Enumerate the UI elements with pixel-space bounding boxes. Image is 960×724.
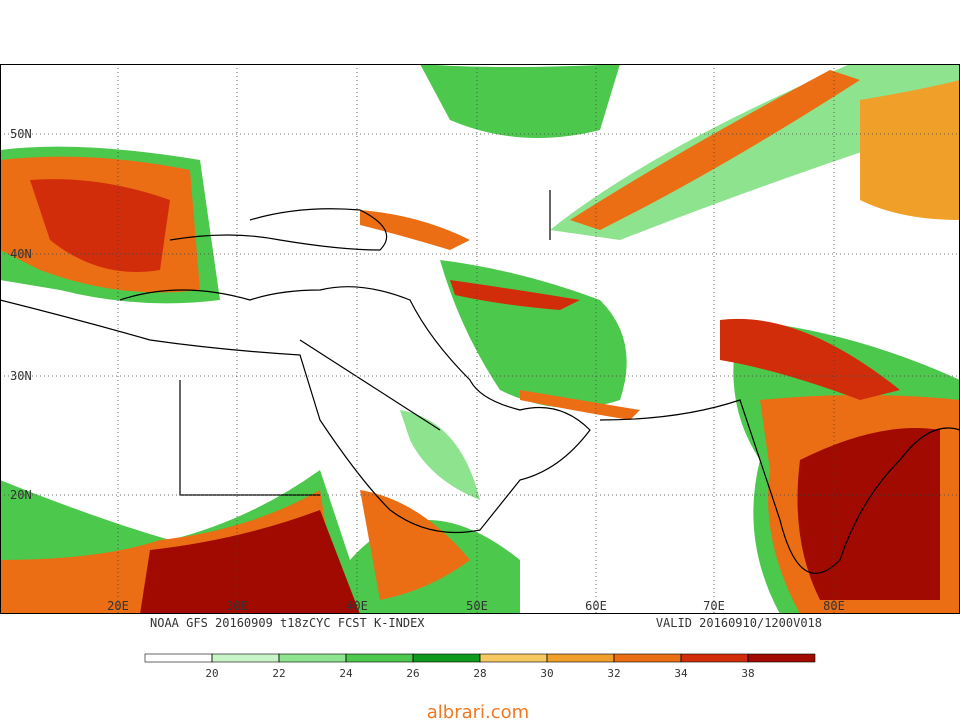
caption: NOAA GFS 20160909 t18zCYC FCST K-INDEX [150, 616, 425, 630]
colorbar-swatch [546, 653, 615, 663]
colorbar-tick-label: 22 [272, 667, 285, 680]
colorbar-swatch [278, 653, 347, 663]
lat-label: 50N [10, 127, 32, 141]
colorbar-tick-label: 34 [674, 667, 688, 680]
colorbar-tick-label: 30 [540, 667, 553, 680]
colorbar-swatch [680, 653, 749, 663]
colorbar-tick-label: 24 [339, 667, 353, 680]
colorbar-tick-label: 28 [473, 667, 486, 680]
k-index-field [0, 64, 960, 614]
lon-label: 40E [346, 599, 368, 613]
colorbar-swatch [144, 653, 213, 663]
lon-label: 50E [466, 599, 488, 613]
colorbar-swatch [747, 653, 816, 663]
lon-label: 70E [703, 599, 725, 613]
lat-label: 20N [10, 488, 32, 502]
lat-label: 40N [10, 247, 32, 261]
map: 50N 40N 30N 20N 20E 30E 40E 50E 60E 70E … [0, 64, 960, 614]
colorbar-swatch [613, 653, 682, 663]
graticule [0, 64, 960, 614]
lat-label: 30N [10, 369, 32, 383]
lon-label: 20E [107, 599, 129, 613]
colorbar-swatch [211, 653, 280, 663]
colorbar: 20 22 24 26 28 30 32 34 38 [144, 653, 816, 680]
colorbar-tick-label: 32 [607, 667, 620, 680]
watermark: albrari.com [427, 702, 529, 720]
colorbar-swatch [412, 653, 481, 663]
colorbar-tick-label: 38 [741, 667, 754, 680]
lon-label: 30E [226, 599, 248, 613]
colorbar-tick-label: 20 [205, 667, 218, 680]
colorbar-swatch [345, 653, 414, 663]
caption: VALID 20160910/1200V018 [656, 616, 822, 630]
lon-label: 60E [585, 599, 607, 613]
colorbar-tick-label: 26 [406, 667, 419, 680]
lon-label: 80E [823, 599, 845, 613]
colorbar-swatch [479, 653, 548, 663]
